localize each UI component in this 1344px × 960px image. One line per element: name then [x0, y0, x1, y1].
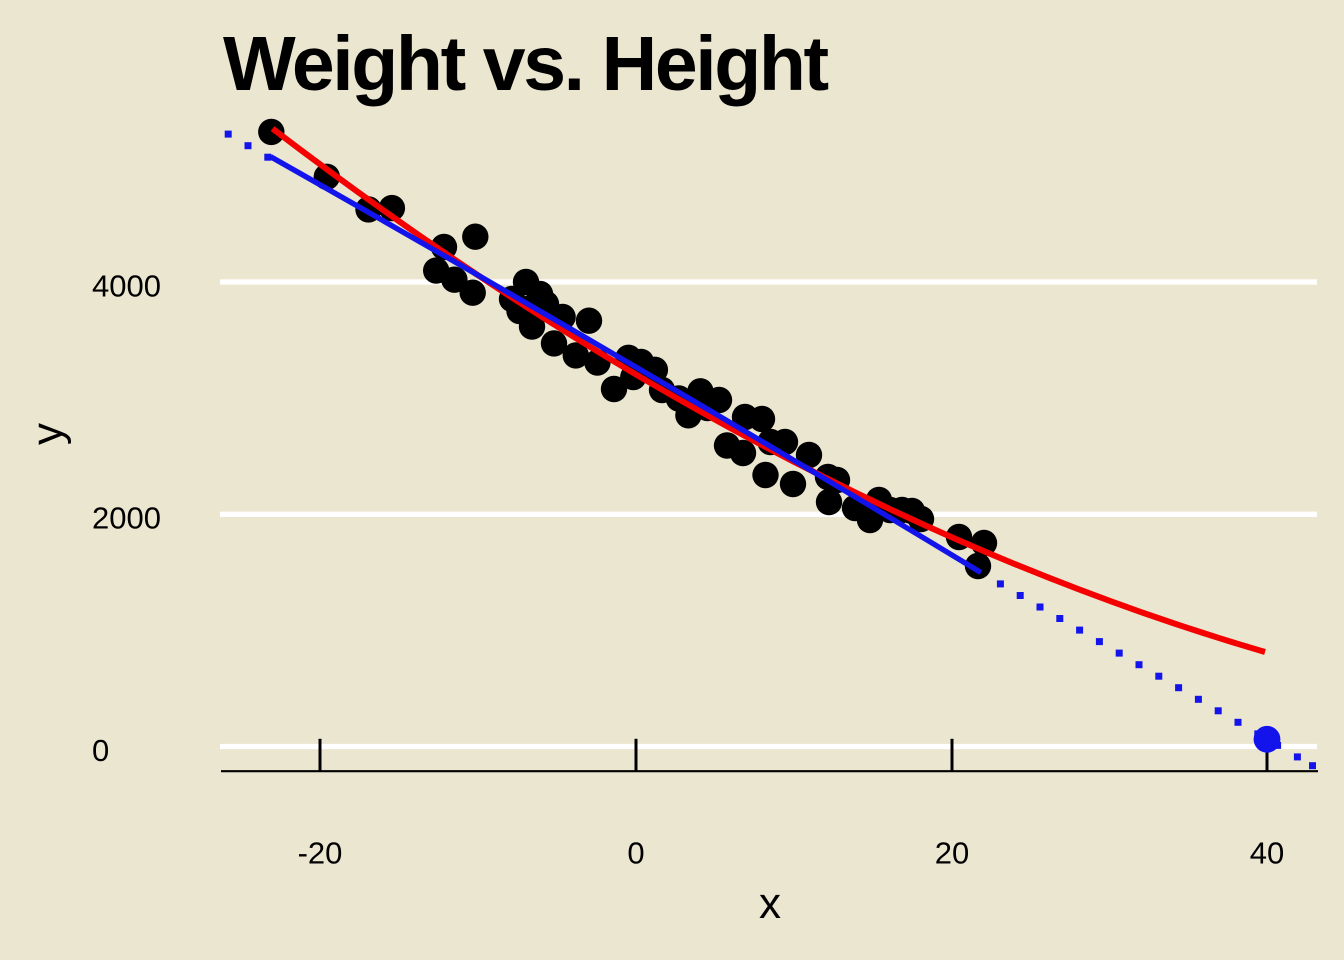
svg-text:2000: 2000 — [92, 501, 161, 536]
svg-text:0: 0 — [627, 836, 644, 871]
svg-text:20: 20 — [935, 836, 969, 871]
svg-text:-20: -20 — [298, 836, 343, 871]
svg-text:4000: 4000 — [92, 269, 161, 304]
svg-text:y: y — [23, 423, 72, 445]
svg-text:Weight vs. Height: Weight vs. Height — [223, 21, 829, 107]
svg-text:40: 40 — [1250, 836, 1284, 871]
svg-text:0: 0 — [92, 733, 109, 768]
svg-text:x: x — [759, 879, 781, 928]
